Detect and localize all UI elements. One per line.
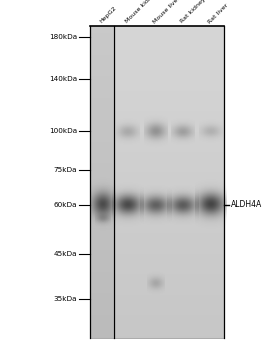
Text: 35kDa: 35kDa	[54, 296, 77, 302]
Text: 75kDa: 75kDa	[54, 167, 77, 173]
Text: 45kDa: 45kDa	[54, 251, 77, 257]
Text: ALDH4A1: ALDH4A1	[231, 200, 262, 209]
Text: 60kDa: 60kDa	[54, 202, 77, 208]
Text: Rat kidney: Rat kidney	[179, 0, 206, 25]
Text: HepG2: HepG2	[99, 6, 117, 25]
Text: 180kDa: 180kDa	[49, 34, 77, 40]
Text: Mouse liver: Mouse liver	[152, 0, 181, 25]
Text: 140kDa: 140kDa	[49, 76, 77, 82]
Text: Rat liver: Rat liver	[207, 2, 229, 24]
Text: 100kDa: 100kDa	[49, 128, 77, 134]
Text: Mouse kidney: Mouse kidney	[124, 0, 159, 25]
